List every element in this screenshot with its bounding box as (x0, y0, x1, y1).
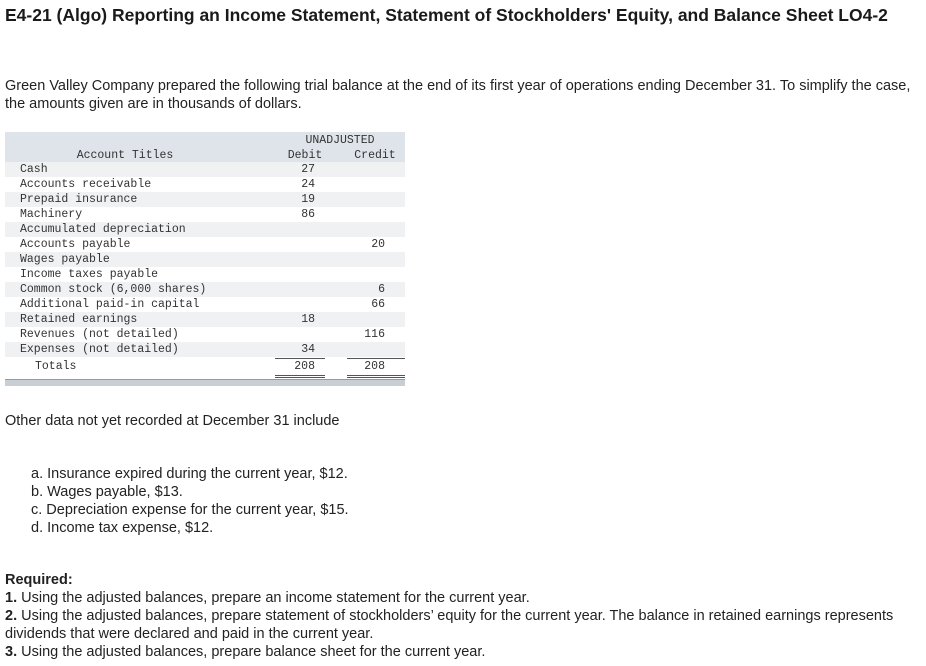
trial-balance-table: UNADJUSTED Account Titles Debit Credit Cash 2… (5, 132, 405, 392)
table-cell: UNADJUSTED (305, 134, 375, 147)
table-cell: Common stock (6,000 shares) (20, 283, 207, 296)
table-cell: 66 (371, 298, 385, 311)
table-cell: Expenses (not detailed) (20, 343, 179, 356)
table-cell: Retained earnings (20, 313, 138, 326)
table-cell: 86 (301, 208, 315, 221)
table-cell: 18 (301, 313, 315, 326)
required-label: Required: (5, 572, 73, 588)
item-number: 1. (5, 590, 18, 606)
sum-rule (275, 358, 325, 359)
item-text: Using the adjusted balances, prepare an … (21, 590, 530, 606)
table-cell: 27 (301, 163, 315, 176)
other-data-heading: Other data not yet recorded at December … (5, 413, 340, 429)
other-data-list: a. Insurance expired during the current … (31, 465, 349, 537)
row-stripe (5, 222, 405, 237)
table-cell: Debit (287, 149, 323, 162)
double-rule (275, 375, 325, 378)
item-text: Using the adjusted balances, prepare bal… (21, 644, 486, 660)
table-cell: Income taxes payable (20, 268, 159, 281)
item-number: 3. (5, 644, 18, 660)
table-cell: Wages payable (20, 253, 110, 266)
list-item: c. Depreciation expense for the current … (31, 502, 349, 518)
table-cell: 6 (378, 283, 385, 296)
table-cell: Accounts payable (20, 238, 131, 251)
row-stripe (5, 312, 405, 327)
row-stripe (5, 162, 405, 177)
table-cell: Cash (20, 163, 48, 176)
list-item: d. Income tax expense, $12. (31, 520, 214, 536)
title: E4-21 (Algo) Reporting an Income Stateme… (5, 5, 888, 25)
table-cell: 20 (371, 238, 385, 251)
item-number: 2. (5, 608, 18, 624)
list-item: b. Wages payable, $13. (31, 484, 183, 500)
required: Required: 1. Using the adjusted balances… (5, 571, 920, 661)
table-cell: Additional paid-in capital (20, 298, 200, 311)
table-cell: 19 (301, 193, 315, 206)
table-cell: Prepaid insurance (20, 193, 138, 206)
row-stripe (5, 282, 405, 297)
table-cell: Accounts receivable (20, 178, 152, 191)
table-cell: Credit (354, 149, 396, 162)
table-cell: Accumulated depreciation (20, 223, 186, 236)
double-rule (347, 375, 405, 378)
row-stripe (5, 252, 405, 267)
table-footer (5, 379, 405, 386)
table-cell: 208 (294, 360, 315, 373)
required-item: 2. Using the adjusted balances, prepare … (5, 607, 920, 643)
table-cell: 116 (364, 328, 385, 341)
list-item: a. Insurance expired during the current … (31, 466, 348, 482)
table-cell: Revenues (not detailed) (20, 328, 179, 341)
table-header (5, 132, 405, 162)
row-stripe (5, 192, 405, 207)
intro: Green Valley Company prepared the follow… (5, 78, 911, 112)
item-text: Using the adjusted balances, prepare sta… (5, 608, 894, 642)
table-cell: Totals (35, 360, 77, 373)
required-item: 3. Using the adjusted balances, prepare … (5, 643, 920, 661)
table-cell: 34 (301, 343, 315, 356)
row-stripe (5, 342, 405, 357)
sum-rule (347, 358, 405, 359)
table-cell: 208 (364, 360, 385, 373)
table-cell: Machinery (20, 208, 83, 221)
required-item: 1. Using the adjusted balances, prepare … (5, 589, 920, 607)
table-cell: 24 (301, 178, 315, 191)
table-cell: Account Titles (76, 149, 174, 162)
